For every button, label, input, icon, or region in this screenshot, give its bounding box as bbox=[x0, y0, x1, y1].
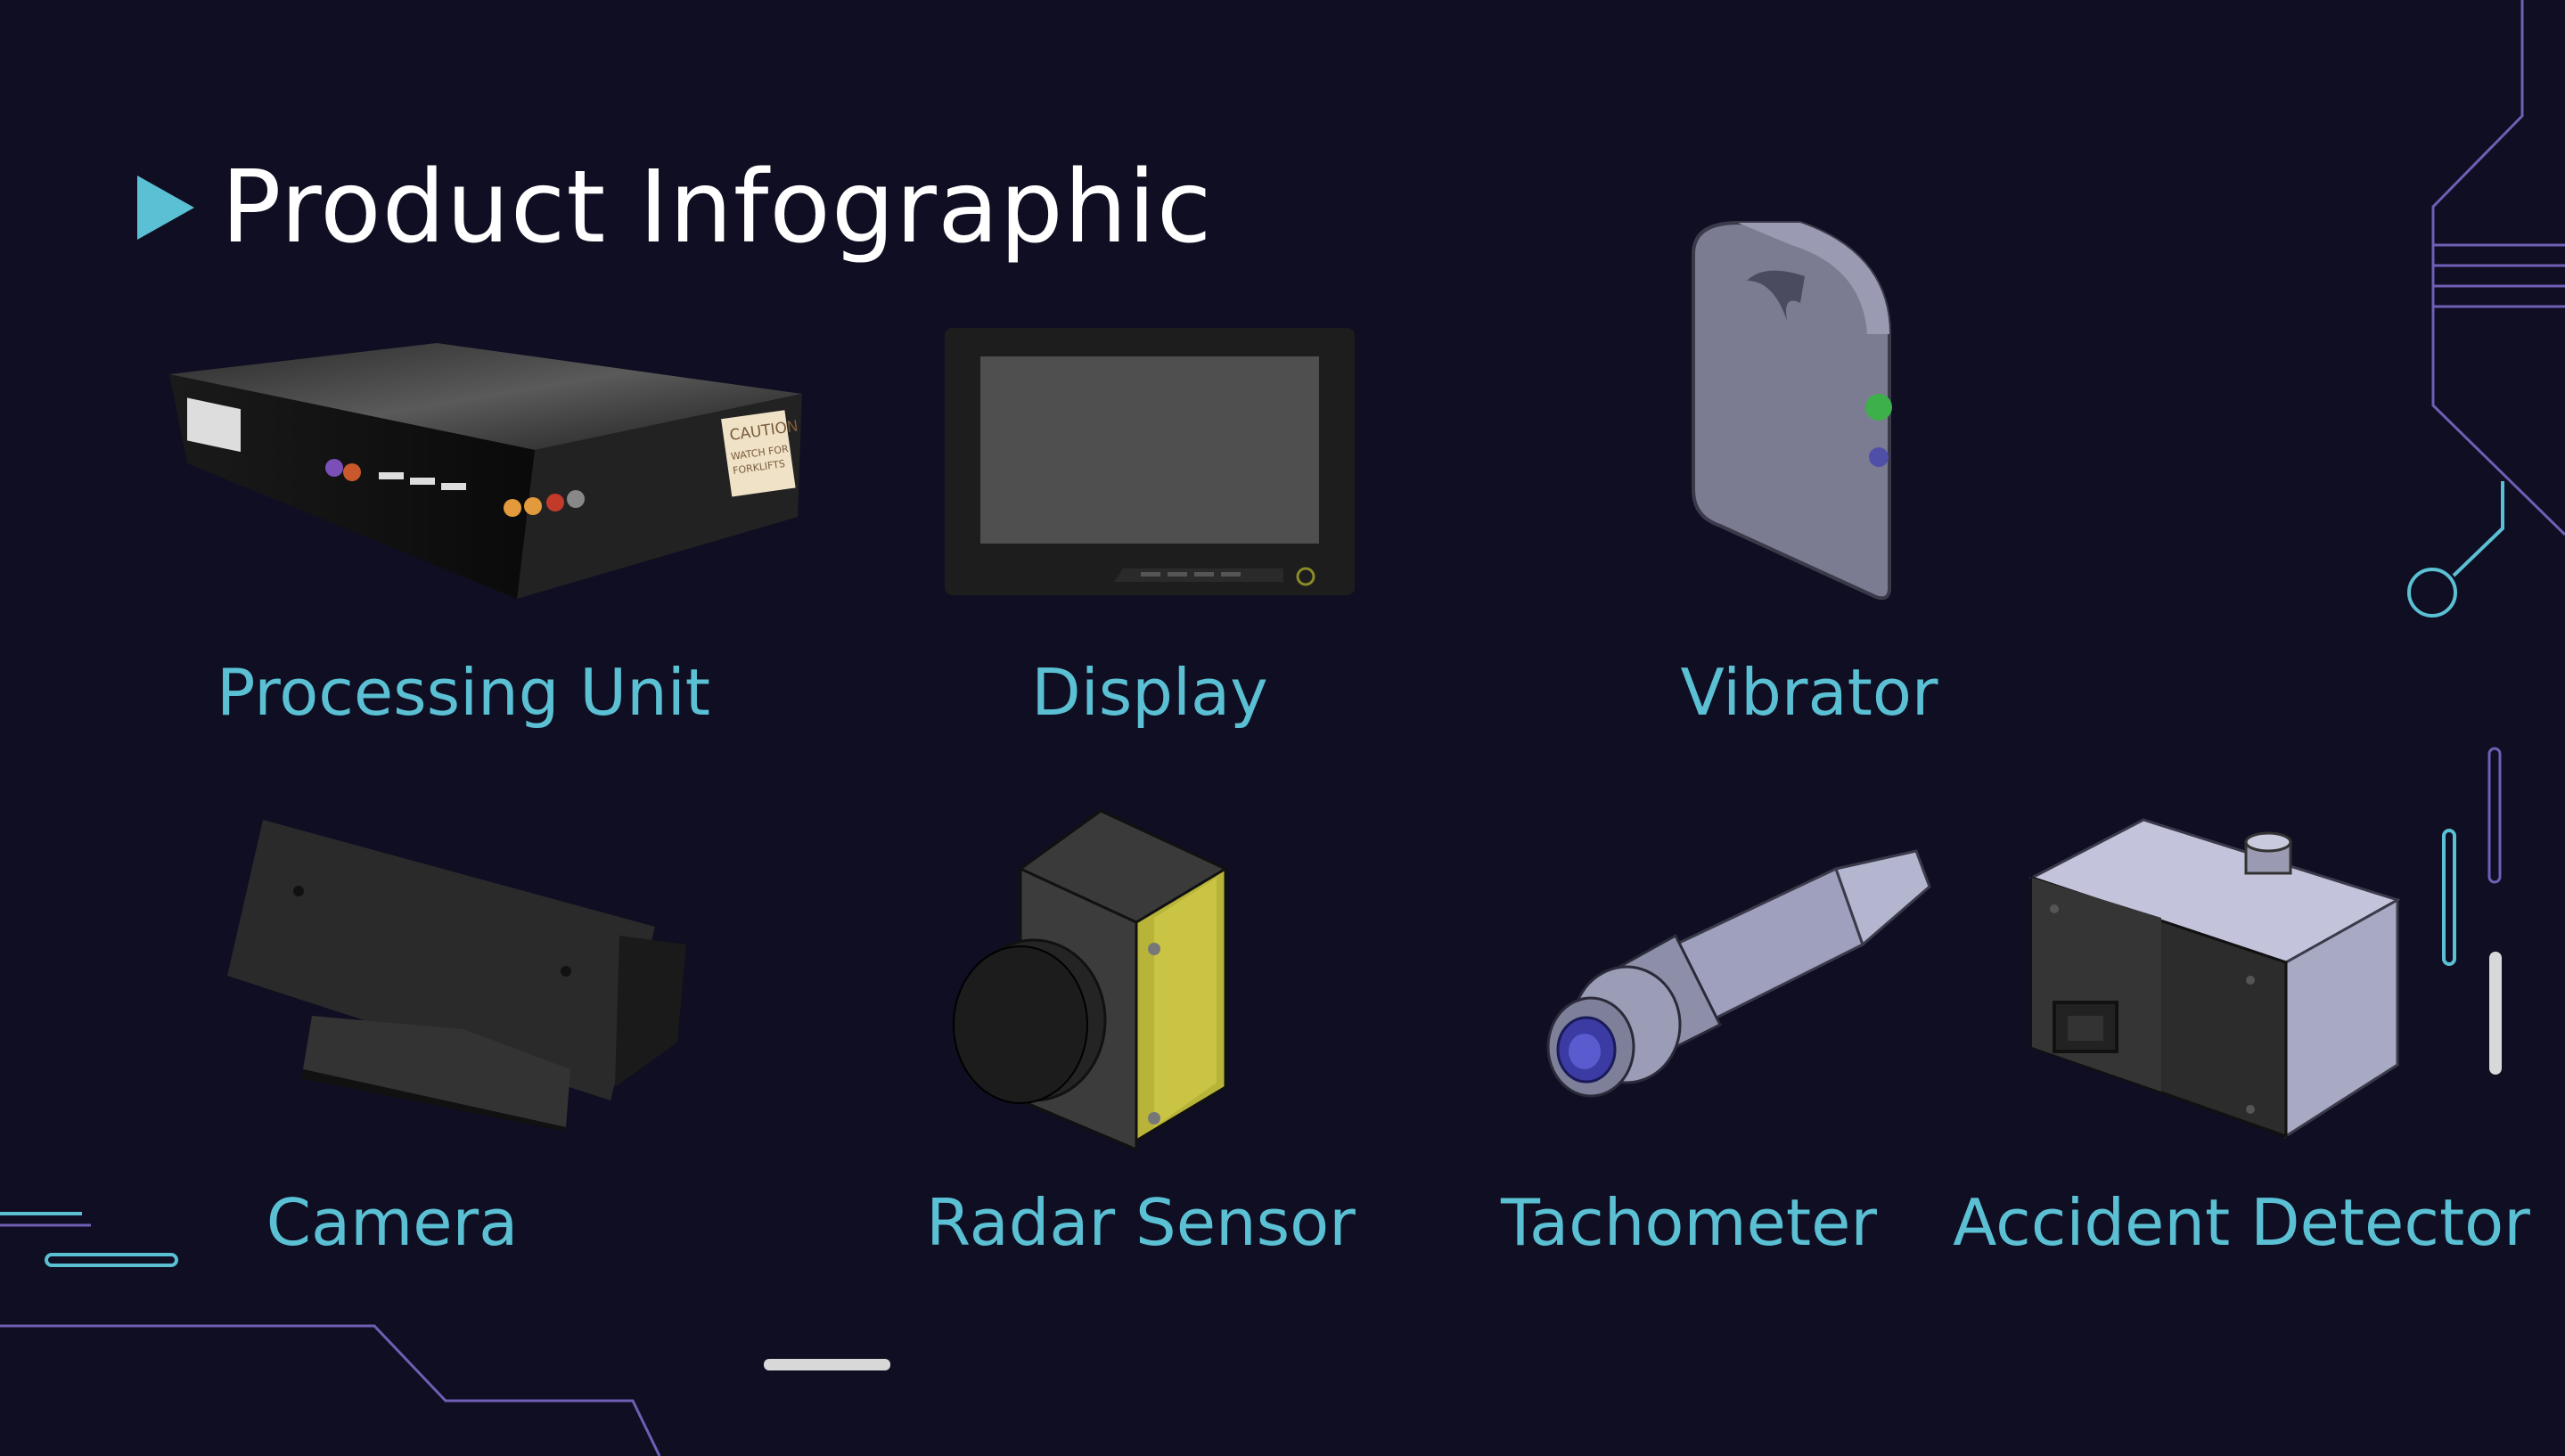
accident-detector-icon bbox=[2028, 818, 2401, 1139]
tachometer-icon bbox=[1546, 849, 1931, 1098]
product-label-vibrator: Vibrator bbox=[1680, 655, 1938, 730]
slide-title: Product Infographic bbox=[137, 150, 1212, 266]
camera-icon bbox=[227, 820, 686, 1132]
product-label-radar-sensor: Radar Sensor bbox=[926, 1185, 1356, 1260]
display-icon bbox=[945, 328, 1355, 595]
product-label-tachometer: Tachometer bbox=[1500, 1185, 1878, 1260]
product-label-processing-unit: Processing Unit bbox=[217, 655, 710, 730]
play-triangle-icon bbox=[137, 176, 194, 240]
vibrator-icon bbox=[1692, 221, 1892, 601]
product-label-camera: Camera bbox=[266, 1185, 519, 1260]
radar-sensor-icon bbox=[953, 809, 1229, 1152]
page-title: Product Infographic bbox=[221, 150, 1213, 266]
product-label-accident-detector: Accident Detector bbox=[1953, 1185, 2530, 1260]
product-label-display: Display bbox=[1031, 655, 1268, 730]
processing-unit-icon: CAUTION WATCH FOR FORKLIFTS bbox=[169, 343, 802, 599]
